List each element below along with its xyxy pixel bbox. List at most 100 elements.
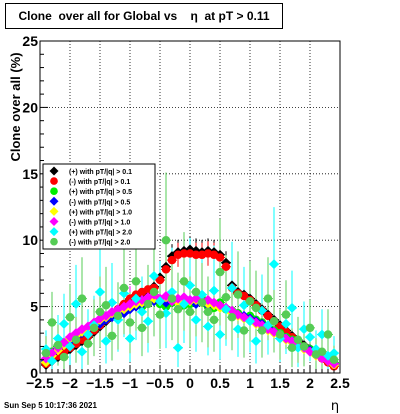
data-point bbox=[89, 323, 99, 333]
data-point bbox=[155, 296, 165, 307]
legend-entry: (+) with pT/|q| > 0.1 bbox=[69, 169, 132, 176]
data-point bbox=[227, 283, 237, 294]
data-point bbox=[95, 286, 105, 297]
x-axis-label: η bbox=[331, 399, 339, 414]
data-point bbox=[167, 286, 177, 297]
data-point bbox=[83, 339, 93, 349]
x-tick-label: 2 bbox=[306, 375, 314, 391]
data-point bbox=[143, 299, 153, 309]
data-point bbox=[191, 287, 201, 297]
legend-entry: (-) with pT/|q| > 2.0 bbox=[69, 240, 130, 247]
data-point bbox=[95, 307, 105, 317]
data-point bbox=[215, 253, 225, 262]
data-point bbox=[329, 355, 339, 364]
data-point bbox=[161, 265, 171, 274]
data-point bbox=[131, 293, 141, 304]
data-point bbox=[173, 305, 183, 314]
data-point bbox=[167, 294, 177, 303]
data-point bbox=[53, 333, 63, 344]
legend-entry: (-) with pT/|q| > 0.5 bbox=[69, 199, 130, 206]
legend-marker bbox=[49, 227, 59, 237]
data-point bbox=[275, 330, 285, 339]
data-point bbox=[209, 285, 219, 296]
data-point bbox=[77, 346, 87, 357]
data-point bbox=[221, 293, 231, 302]
legend-entry: (+) with pT/|q| > 2.0 bbox=[69, 230, 132, 237]
data-point bbox=[59, 352, 69, 362]
data-point bbox=[269, 259, 279, 270]
y-tick-label: 0 bbox=[30, 365, 38, 381]
datestamp: Sun Sep 5 10:17:36 2021 bbox=[4, 401, 97, 410]
legend-entry: (-) with pT/|q| > 1.0 bbox=[69, 220, 130, 227]
data-point bbox=[221, 304, 231, 315]
data-point bbox=[167, 255, 177, 265]
legend-entry: (+) with pT/|q| > 0.5 bbox=[69, 189, 132, 196]
data-point bbox=[119, 283, 129, 293]
data-point bbox=[125, 333, 135, 344]
y-tick-label: 15 bbox=[22, 166, 38, 182]
data-point bbox=[191, 250, 201, 260]
chart-title: Clone over all for Global vs η at pT > 0… bbox=[5, 3, 283, 29]
x-tick-labels: −2.5 −2 −1.5 −1 −0.5 0 0.5 1 1.5 2 2.5 bbox=[26, 375, 350, 391]
data-point bbox=[197, 298, 207, 307]
data-point bbox=[209, 315, 219, 325]
data-point bbox=[227, 312, 237, 322]
legend: (+) with pT/|q| > 0.1 (-) with pT/|q| > 0… bbox=[42, 163, 156, 250]
data-points bbox=[41, 235, 339, 371]
data-point bbox=[179, 249, 189, 258]
x-tick-label: 1.5 bbox=[270, 375, 290, 391]
data-point bbox=[251, 303, 261, 313]
legend-marker bbox=[49, 217, 59, 226]
data-point bbox=[185, 307, 195, 317]
data-point bbox=[59, 318, 69, 329]
data-point bbox=[47, 356, 57, 367]
data-point bbox=[299, 342, 309, 351]
x-tick-label: −1 bbox=[122, 375, 138, 391]
data-point bbox=[287, 343, 297, 353]
y-tick-label: 5 bbox=[30, 299, 38, 315]
data-point bbox=[65, 341, 75, 352]
data-point bbox=[305, 323, 315, 333]
data-point bbox=[203, 321, 213, 332]
data-point bbox=[323, 330, 333, 339]
legend-entry: (-) with pT/|q| > 0.1 bbox=[69, 179, 130, 186]
data-point bbox=[317, 347, 327, 357]
legend-marker bbox=[49, 196, 59, 206]
data-point bbox=[83, 329, 93, 340]
data-point bbox=[263, 294, 273, 303]
x-tick-label: −2 bbox=[62, 375, 78, 391]
data-point bbox=[77, 294, 87, 303]
data-point bbox=[143, 316, 153, 327]
x-tick-label: 0 bbox=[186, 375, 194, 391]
data-point bbox=[269, 316, 279, 326]
data-point bbox=[101, 336, 111, 347]
data-point bbox=[137, 306, 147, 317]
data-point bbox=[203, 307, 213, 317]
data-point bbox=[131, 277, 141, 286]
legend-marker bbox=[49, 166, 59, 176]
x-tick-label: −2.5 bbox=[26, 375, 54, 391]
data-point bbox=[71, 298, 81, 309]
data-point bbox=[245, 297, 255, 306]
data-point bbox=[47, 318, 57, 327]
data-point bbox=[317, 329, 327, 340]
legend-box bbox=[42, 163, 156, 250]
data-point bbox=[149, 271, 159, 282]
axis-ticks bbox=[39, 40, 341, 374]
y-axis-label: Clone over all (%) bbox=[8, 52, 23, 161]
data-point bbox=[53, 340, 63, 350]
x-tick-label: 0.5 bbox=[210, 375, 230, 391]
legend-marker bbox=[50, 237, 58, 246]
data-point bbox=[233, 290, 243, 299]
data-point bbox=[179, 277, 189, 286]
data-point bbox=[149, 287, 159, 297]
data-point bbox=[179, 298, 189, 309]
x-tick-label: 1 bbox=[246, 375, 254, 391]
data-point bbox=[221, 262, 231, 272]
data-point bbox=[191, 314, 201, 325]
data-point bbox=[137, 323, 147, 333]
data-point bbox=[155, 310, 165, 319]
data-point bbox=[65, 312, 75, 322]
y-tick-label: 10 bbox=[22, 232, 38, 248]
data-point bbox=[173, 342, 183, 353]
